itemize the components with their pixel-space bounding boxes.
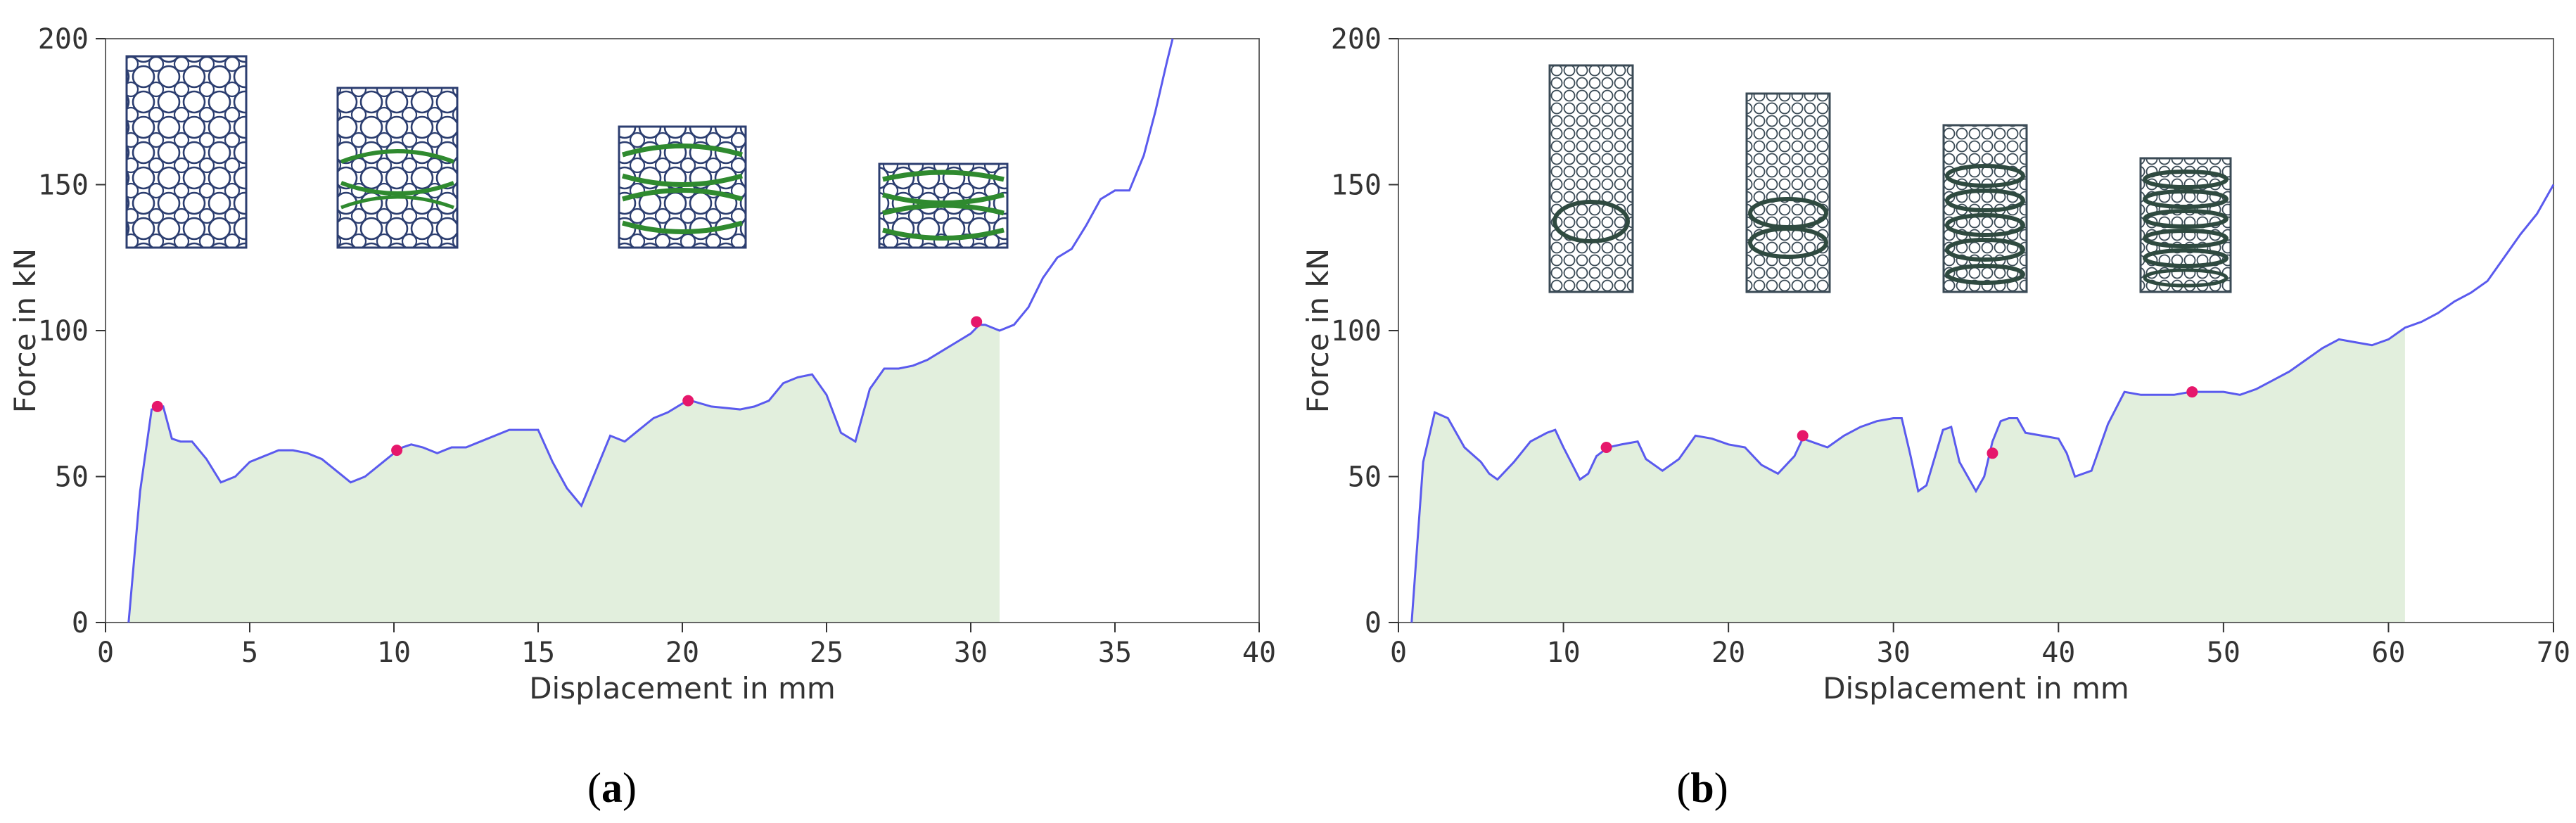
x-tick-label: 20	[665, 637, 699, 669]
x-tick-label: 25	[810, 637, 843, 669]
lattice-insets-b	[1548, 64, 2232, 293]
data-marker	[971, 316, 983, 328]
area-fill	[1411, 327, 2405, 623]
data-marker	[682, 395, 694, 407]
x-axis-label: Displacement in mm	[529, 671, 836, 706]
y-tick-label: 50	[55, 461, 89, 494]
x-tick-label: 70	[2537, 637, 2570, 669]
x-tick-label: 5	[241, 637, 258, 669]
lattice-inset-b-2	[1745, 92, 1831, 293]
y-tick-label: 0	[72, 607, 89, 639]
data-marker	[1987, 447, 1998, 459]
lattice-inset-b-4	[2139, 157, 2232, 293]
x-tick-label: 0	[1390, 637, 1407, 669]
x-tick-label: 40	[2041, 637, 2075, 669]
x-tick-label: 15	[521, 637, 555, 669]
y-axis-label: Force in kN	[8, 248, 42, 413]
lattice-inset-a-3	[618, 125, 747, 249]
panel-caption: (a)	[587, 765, 637, 811]
panel-b: 0 50 100 150 200 0 10 20 30 40 50 60 70 Displacement …	[1301, 23, 2570, 706]
y-tick-label: 100	[1331, 315, 1382, 347]
x-tick-label: 30	[1877, 637, 1911, 669]
y-tick-label: 50	[1348, 461, 1382, 494]
x-axis-label: Displacement in mm	[1823, 671, 2129, 706]
data-marker	[1797, 430, 1809, 442]
y-tick-label: 150	[1331, 170, 1382, 202]
data-marker	[151, 400, 163, 412]
y-tick-label: 200	[1331, 23, 1382, 56]
x-tick-label: 10	[377, 637, 411, 669]
series-line	[1410, 184, 2555, 623]
lattice-inset-b-1	[1548, 64, 1634, 293]
lattice-inset-a-4	[878, 162, 1009, 249]
x-tick-label: 30	[954, 637, 988, 669]
area-fill	[128, 324, 1000, 623]
y-tick-label: 200	[38, 23, 89, 56]
y-axis-label: Force in kN	[1301, 248, 1335, 413]
x-tick-label: 40	[1242, 637, 1276, 669]
panel-caption: (b)	[1676, 765, 1728, 811]
x-tick-label: 35	[1098, 637, 1132, 669]
y-tick-label: 0	[1365, 607, 1382, 639]
x-tick-label: 50	[2207, 637, 2240, 669]
data-marker	[391, 445, 403, 457]
lattice-inset-a-1	[125, 55, 248, 249]
x-tick-label: 20	[1711, 637, 1745, 669]
x-tick-label: 0	[97, 637, 114, 669]
x-tick-label: 60	[2371, 637, 2405, 669]
lattice-insets-a	[125, 55, 1009, 249]
data-marker	[2186, 386, 2198, 398]
data-marker	[1600, 442, 1612, 453]
lattice-inset-a-2	[336, 87, 459, 249]
y-tick-label: 150	[38, 170, 89, 202]
panel-a: 0 50 100 150 200 0 5 10 15 20 25 30 35 40 Displacement…	[8, 23, 1276, 706]
x-tick-label: 10	[1546, 637, 1580, 669]
y-tick-label: 100	[38, 315, 89, 347]
series-line	[127, 38, 1174, 623]
lattice-inset-b-3	[1942, 124, 2028, 293]
